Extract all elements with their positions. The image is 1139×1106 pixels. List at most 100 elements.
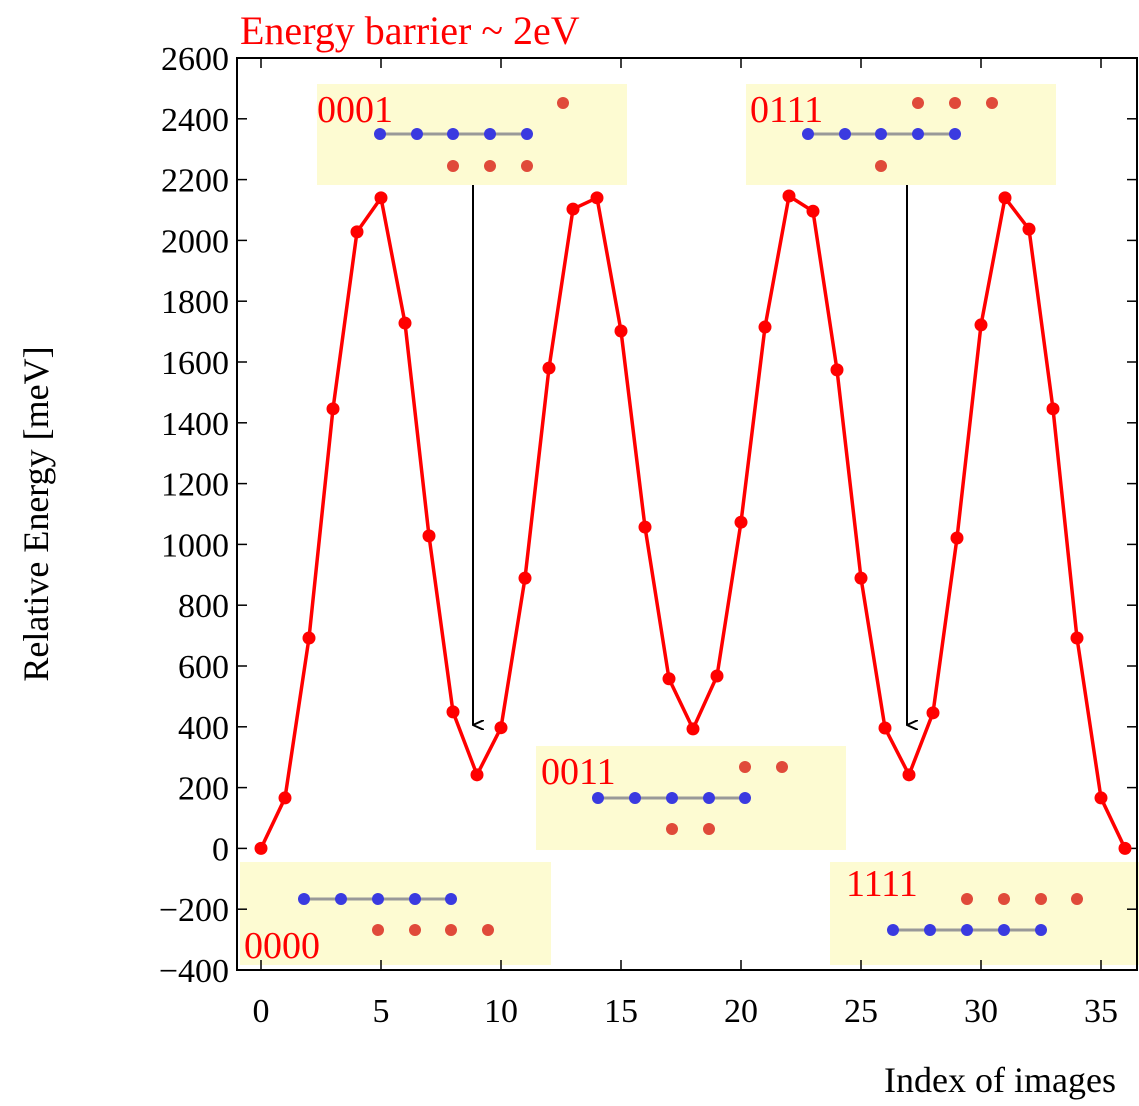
inset-label: 0011 [541, 751, 616, 793]
data-point [278, 791, 292, 805]
atom-red [776, 761, 788, 773]
data-point [254, 841, 268, 855]
atom-red [482, 924, 494, 936]
data-point [734, 515, 748, 529]
y-tick-label: −200 [159, 892, 229, 929]
data-point [326, 402, 340, 416]
atom-blue [521, 128, 533, 140]
data-point [878, 721, 892, 735]
atom-red [484, 160, 496, 172]
data-point [974, 318, 988, 332]
data-point [422, 529, 436, 543]
x-tick-label: 30 [964, 993, 998, 1030]
x-tick-label: 10 [484, 993, 518, 1030]
y-tick-label: 1000 [161, 527, 229, 564]
inset: 0000 [240, 862, 551, 967]
data-point [1118, 841, 1132, 855]
data-point [710, 669, 724, 683]
data-point [542, 361, 556, 375]
atom-blue [875, 128, 887, 140]
chart-title: Energy barrier ~ 2eV [240, 8, 580, 53]
x-tick-label: 0 [253, 993, 270, 1030]
atom-blue [592, 792, 604, 804]
inset-label: 0111 [750, 89, 823, 131]
x-axis-label: Index of images [884, 1060, 1116, 1100]
y-tick-label: 600 [178, 649, 229, 686]
atom-blue [629, 792, 641, 804]
data-point [1094, 791, 1108, 805]
x-tick-label: 15 [604, 993, 638, 1030]
data-point [350, 225, 364, 239]
data-point [782, 189, 796, 203]
atom-red [949, 97, 961, 109]
data-point [686, 722, 700, 736]
y-tick-label: 1400 [161, 406, 229, 443]
atom-blue [335, 893, 347, 905]
data-point [302, 631, 316, 645]
atom-red [998, 893, 1010, 905]
atom-red [557, 97, 569, 109]
atom-blue [298, 893, 310, 905]
data-point [566, 202, 580, 216]
x-tick-label: 25 [844, 993, 878, 1030]
data-point [446, 705, 460, 719]
data-point [830, 363, 844, 377]
atom-red [372, 924, 384, 936]
atom-red [703, 823, 715, 835]
atom-red [739, 761, 751, 773]
atom-blue [887, 924, 899, 936]
atom-red [1035, 893, 1047, 905]
atom-red [875, 160, 887, 172]
data-point [926, 706, 940, 720]
atom-blue [802, 128, 814, 140]
data-point [398, 316, 412, 330]
atom-blue [924, 924, 936, 936]
atom-blue [1035, 924, 1047, 936]
atom-red [447, 160, 459, 172]
atom-blue [411, 128, 423, 140]
data-point [902, 768, 916, 782]
data-point [494, 721, 508, 735]
y-tick-label: 200 [178, 771, 229, 808]
y-tick-label: 0 [212, 831, 229, 868]
data-point [638, 520, 652, 534]
y-tick-label: 1600 [161, 345, 229, 382]
x-tick-label: 35 [1084, 993, 1118, 1030]
atom-blue [666, 792, 678, 804]
data-point [854, 571, 868, 585]
atom-blue [447, 128, 459, 140]
inset-box [240, 862, 551, 965]
plot-frame [236, 57, 1138, 971]
inset: 0001 [317, 84, 627, 185]
atom-red [409, 924, 421, 936]
data-point [998, 191, 1012, 205]
data-point [950, 531, 964, 545]
inset: 1111 [830, 862, 1139, 965]
atom-red [986, 97, 998, 109]
atom-red [912, 97, 924, 109]
data-point [518, 571, 532, 585]
atom-blue [409, 893, 421, 905]
y-tick-label: 800 [178, 588, 229, 625]
y-tick-label: 2600 [161, 41, 229, 78]
data-point [662, 672, 676, 686]
data-point [806, 204, 820, 218]
y-tick-label: 2400 [161, 102, 229, 139]
x-tick-label: 20 [724, 993, 758, 1030]
data-point [590, 191, 604, 205]
data-point [1070, 631, 1084, 645]
inset: 0011 [536, 746, 846, 850]
atom-red [521, 160, 533, 172]
y-tick-label: 2000 [161, 223, 229, 260]
y-tick-label: 1800 [161, 284, 229, 321]
atom-blue [998, 924, 1010, 936]
data-point [470, 768, 484, 782]
atom-blue [703, 792, 715, 804]
atom-blue [445, 893, 457, 905]
y-axis-label: Relative Energy [meV] [16, 346, 56, 681]
inset: 0111 [746, 84, 1056, 185]
atom-red [445, 924, 457, 936]
atom-blue [839, 128, 851, 140]
data-point [614, 324, 628, 338]
